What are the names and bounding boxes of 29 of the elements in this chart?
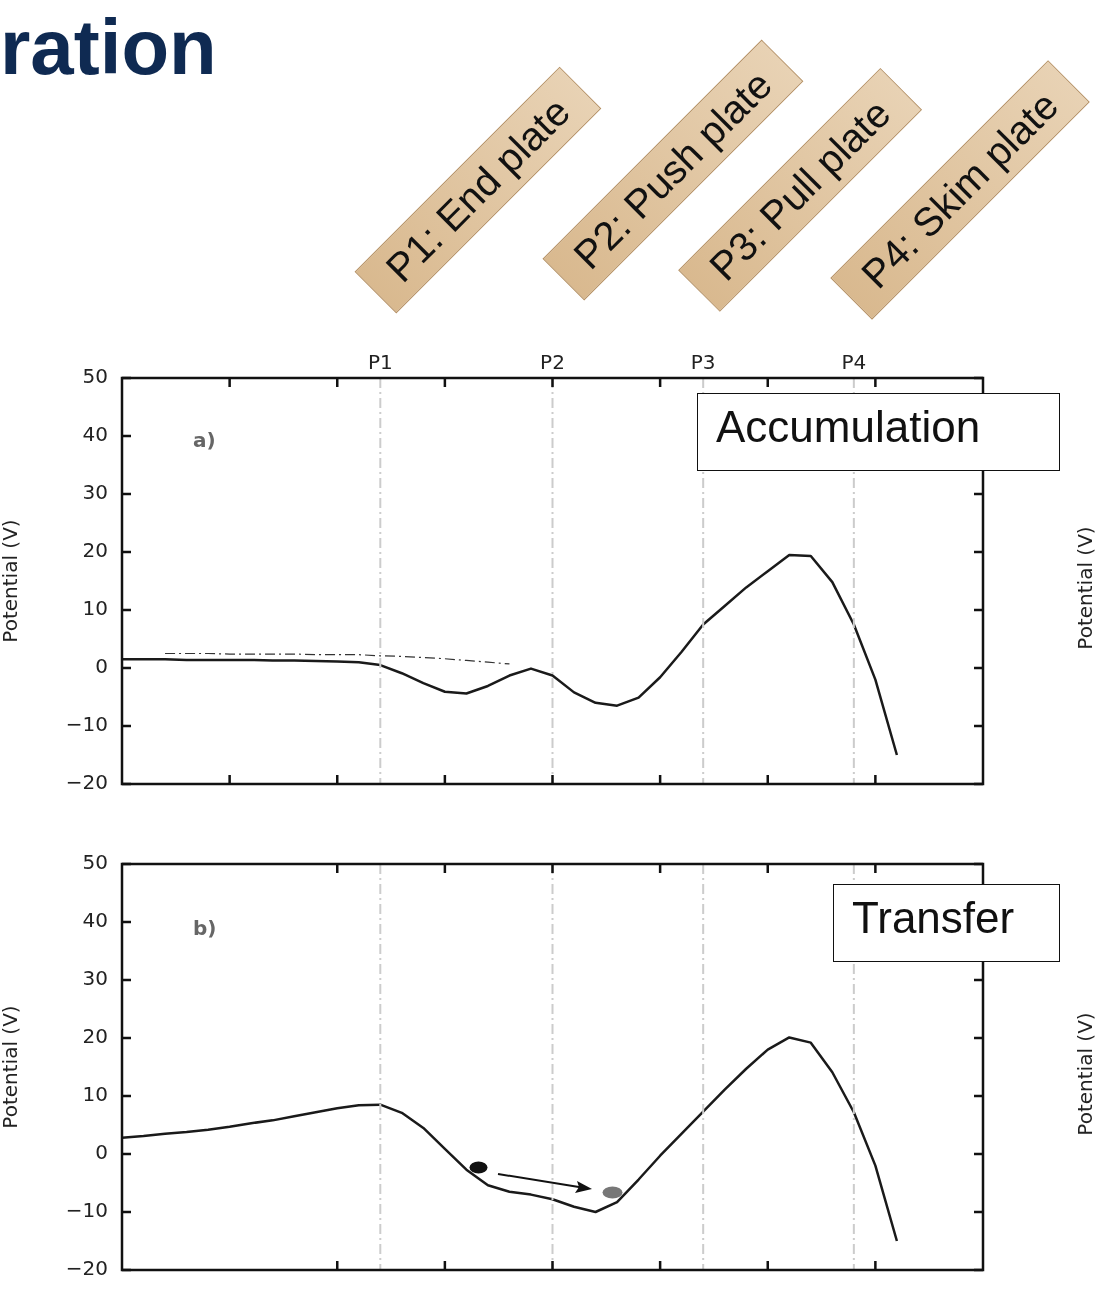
y-tick-label: 10 [82,596,108,621]
y-tick-label: 0 [95,654,108,679]
chart-title: ration [0,3,217,91]
y-tick-label: 0 [95,1140,108,1165]
y-tick-label: −20 [65,770,108,795]
y-tick-label: 40 [82,422,108,447]
y2-axis-title: Potential (V) [1073,526,1097,650]
y-tick-label: 20 [82,538,108,563]
y-axis-title: Potential (V) [0,519,23,643]
y-tick-label: −20 [65,1256,108,1281]
annotation: b) [193,916,217,940]
x-tick-label: P1 [367,350,393,375]
y-tick-label: 20 [82,1024,108,1049]
x-tick-label: P4 [841,350,867,375]
y-tick-label: 10 [82,1082,108,1107]
y-tick-label: 30 [82,966,108,991]
y-tick-label: 50 [82,850,108,875]
y-axis-title: Potential (V) [0,1005,23,1129]
y-tick-label: −10 [65,1198,108,1223]
annotation: Accumulation [697,393,1060,471]
y-tick-label: −10 [65,712,108,737]
annotation: a) [193,428,216,452]
y-tick-label: 50 [82,364,108,389]
x-tick-label: P3 [690,350,716,375]
annotation: Transfer [833,884,1060,962]
y2-axis-title: Potential (V) [1073,1012,1097,1136]
y-tick-label: 30 [82,480,108,505]
y-tick-label: 40 [82,908,108,933]
x-tick-label: P2 [540,350,565,375]
